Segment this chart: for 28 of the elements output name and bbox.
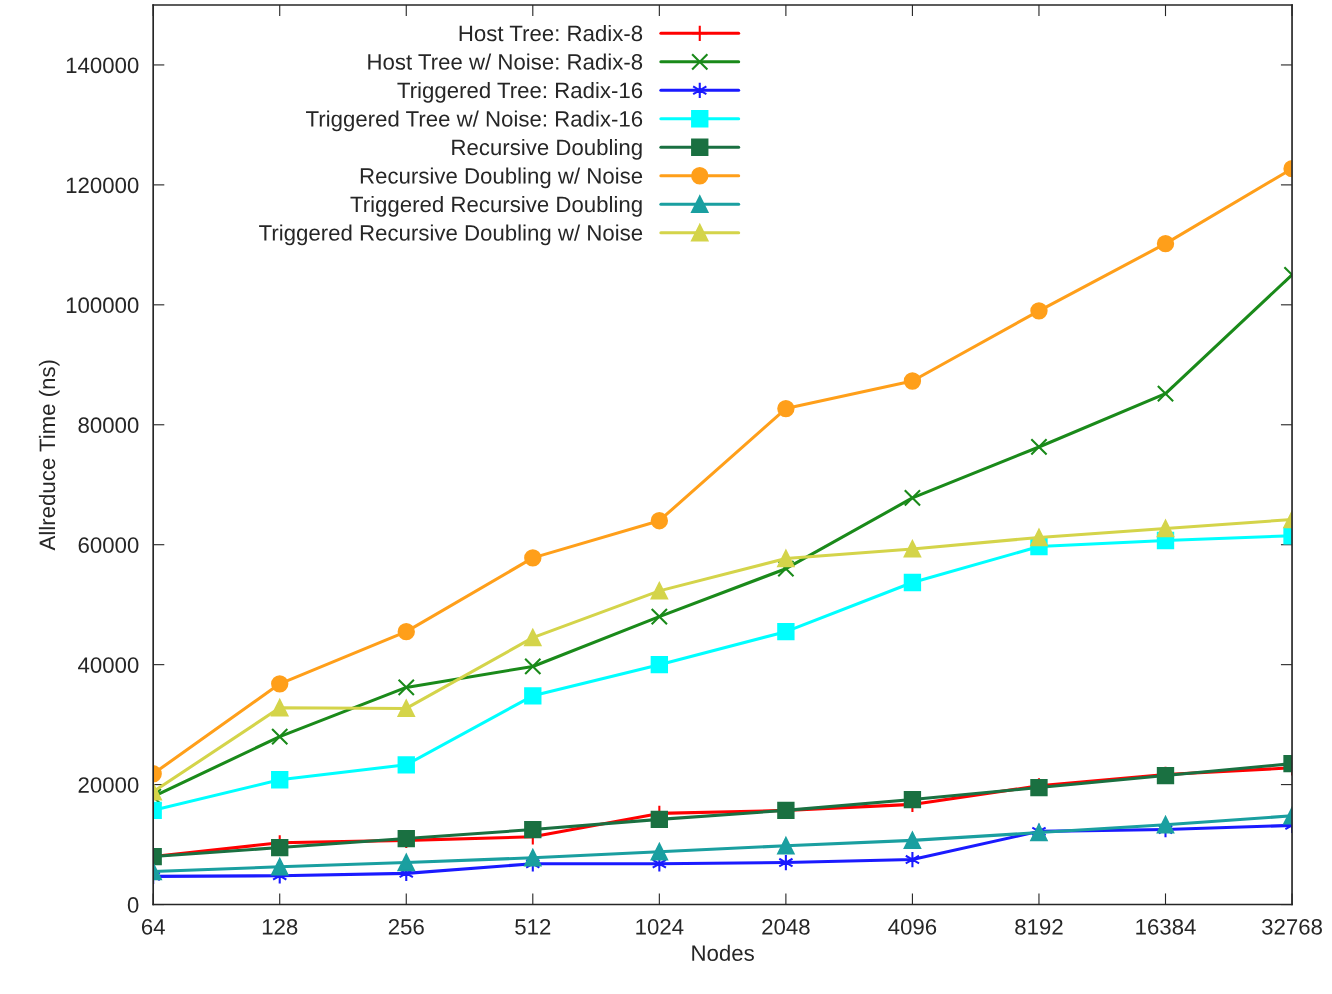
x-tick-label: 2048 [762,919,810,935]
legend-label: Recursive Doubling [452,138,642,160]
x-tick-label: 32768 [1261,919,1322,935]
legend-label: Triggered Tree: Radix-16 [397,81,643,103]
y-tick-label: 0 [127,897,139,913]
y-tick-label: 140000 [66,57,139,74]
x-tick-label: 256 [388,919,424,935]
y-tick-label: 60000 [78,537,139,553]
legend-label: Recursive Doubling w/ Noise [360,167,643,189]
y-tick-label: 80000 [78,417,139,434]
x-tick-label: 8192 [1015,919,1063,935]
legend-label: Triggered Recursive Doubling w/ Noise [259,224,643,246]
x-tick-label: 1024 [636,919,684,935]
legend-label: Host Tree w/ Noise: Radix-8 [368,53,643,70]
x-tick-label: 128 [262,919,298,935]
x-tick-label: 4096 [888,919,937,935]
y-tick-label: 100000 [66,297,139,314]
x-tick-label: 512 [515,919,551,935]
y-tick-label: 40000 [78,657,139,673]
legend-label: Triggered Tree w/ Noise: Radix-16 [306,110,643,132]
y-tick-label: 20000 [78,777,139,793]
legend-label: Host Tree: Radix-8 [459,24,643,42]
y-tick-label: 120000 [66,177,139,194]
x-tick-label: 16384 [1136,919,1196,935]
x-tick-label: 64 [141,919,165,935]
y-axis-title: Allreduce Time (ns) [38,360,60,551]
x-axis-title: Nodes [692,944,754,962]
legend-label: Triggered Recursive Doubling [350,195,642,217]
